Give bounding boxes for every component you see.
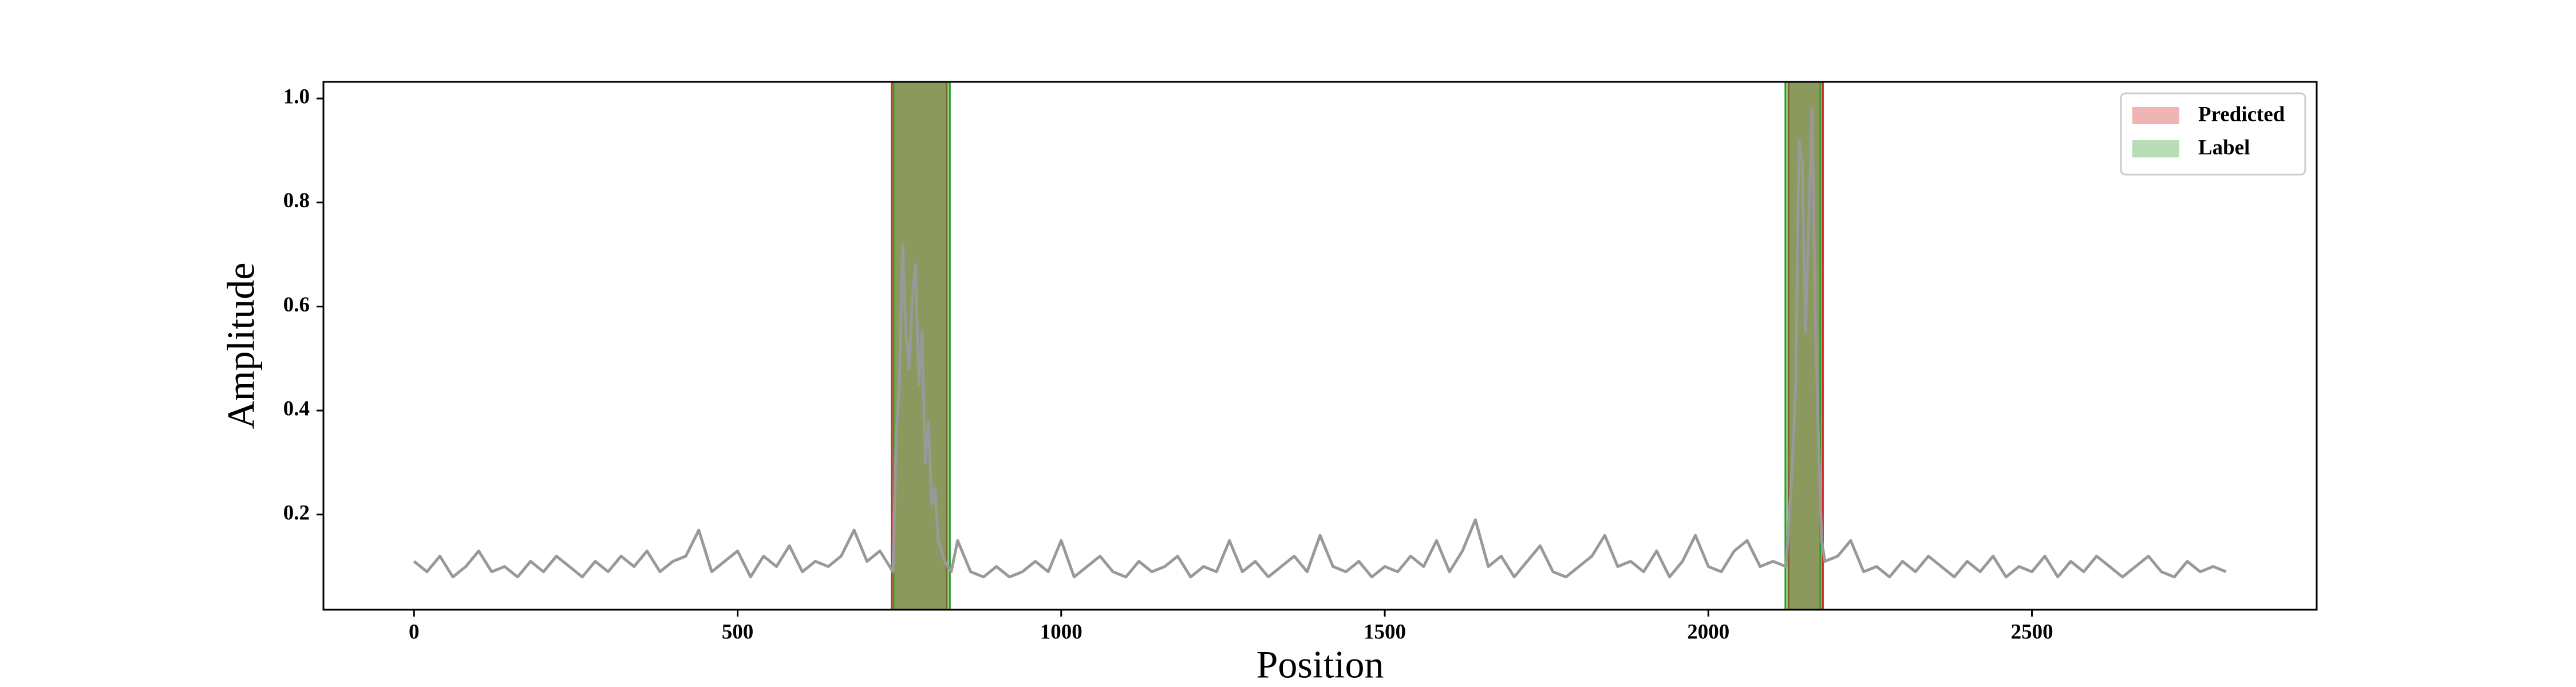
x-tick-label: 2500 xyxy=(2011,620,2053,643)
span xyxy=(1784,81,1822,611)
x-tick-label: 2000 xyxy=(1687,620,1729,643)
y-tick-label: 0.4 xyxy=(283,397,310,421)
legend-label: Predicted xyxy=(2198,102,2285,126)
x-axis-label: Position xyxy=(1257,643,1384,686)
plot-area xyxy=(413,81,2227,611)
x-tick-label: 0 xyxy=(409,620,420,643)
legend-swatch xyxy=(2132,107,2179,124)
y-tick-label: 0.6 xyxy=(283,293,310,317)
y-tick-label: 1.0 xyxy=(283,85,310,109)
y-tick-label: 0.2 xyxy=(283,501,310,524)
x-tick-label: 1000 xyxy=(1040,620,1082,643)
axes-frame xyxy=(322,81,2318,611)
x-tick-label: 1500 xyxy=(1364,620,1406,643)
signal-line xyxy=(413,107,2227,579)
x-tick-label: 500 xyxy=(722,620,754,643)
y-tick-label: 0.8 xyxy=(283,189,310,212)
y-axis-label: Amplitude xyxy=(219,263,263,429)
legend-label: Label xyxy=(2198,136,2250,159)
legend-swatch xyxy=(2132,140,2179,157)
legend-box xyxy=(2120,92,2306,176)
